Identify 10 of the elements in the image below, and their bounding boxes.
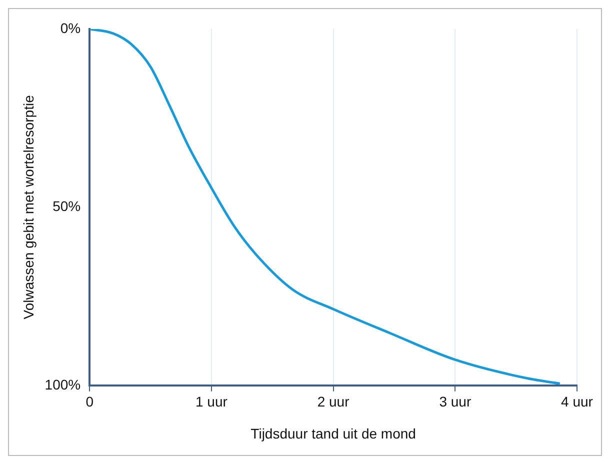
x-axis-title: Tijdsduur tand uit de mond bbox=[250, 425, 416, 442]
y-tick-label: 50% bbox=[52, 198, 81, 214]
y-axis-title: Volwassen gebit met wortelresorptie bbox=[20, 94, 36, 320]
x-tick-label: 1 uur bbox=[195, 394, 228, 410]
y-tick-label: 0% bbox=[60, 20, 81, 36]
x-tick-label: 3 uur bbox=[439, 394, 472, 410]
x-tick-label: 0 bbox=[86, 394, 94, 410]
x-tick-label: 2 uur bbox=[317, 394, 350, 410]
y-tick-label: 100% bbox=[44, 376, 81, 392]
x-tick-label: 4 uur bbox=[561, 394, 594, 410]
